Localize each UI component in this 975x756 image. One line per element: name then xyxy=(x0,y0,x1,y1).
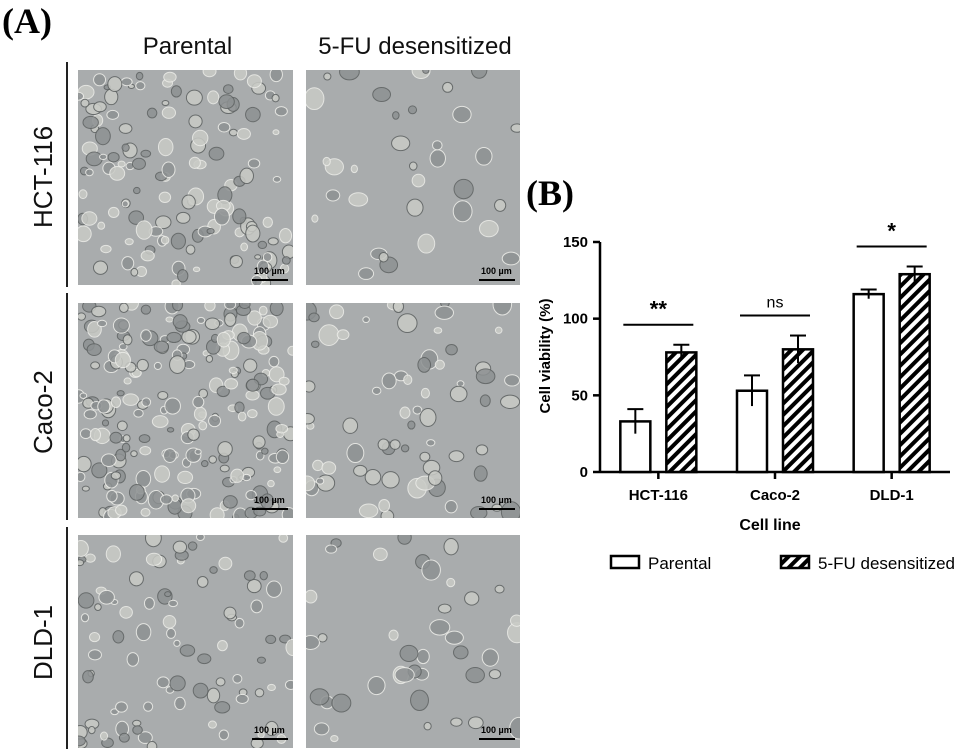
legend-swatch-5fu xyxy=(779,554,811,570)
x-tick-label: HCT-116 xyxy=(629,487,688,504)
row-divider-hct116 xyxy=(66,62,68,287)
micrograph-caco2-parental xyxy=(78,303,293,518)
scale-bar-label: 100 µm xyxy=(254,725,285,735)
x-tick-label: DLD-1 xyxy=(870,487,914,504)
bar xyxy=(665,351,698,474)
bar xyxy=(852,292,885,474)
row-label-dld1: DLD-1 xyxy=(28,604,58,680)
panel-a-label: (A) xyxy=(2,1,52,41)
y-axis-label: Cell viability (%) xyxy=(537,298,554,413)
scale-bar xyxy=(252,279,288,281)
legend-swatch-parental xyxy=(609,554,641,570)
scale-bar-label: 100 µm xyxy=(481,725,512,735)
row-divider-dld1 xyxy=(66,527,68,749)
row-divider-caco2 xyxy=(66,293,68,520)
scale-bar xyxy=(252,738,288,740)
scale-bar xyxy=(479,738,515,740)
column-header-parental: Parental xyxy=(142,33,233,60)
scale-bar-label: 100 µm xyxy=(254,266,285,276)
significance-label: ** xyxy=(650,297,668,322)
micrograph-dld1-parental xyxy=(78,535,293,748)
micrograph-caco2-5fu xyxy=(306,303,520,518)
bar xyxy=(781,348,815,474)
micrograph-hct116-5fu xyxy=(306,70,520,285)
x-axis-label: Cell line xyxy=(739,517,800,534)
scale-bar xyxy=(479,279,515,281)
row-label-caco2: Caco-2 xyxy=(28,370,58,454)
scale-bar xyxy=(252,508,288,510)
scale-bar-label: 100 µm xyxy=(481,495,512,505)
significance-label: * xyxy=(887,219,896,244)
micrograph-hct116-parental xyxy=(78,70,293,285)
scale-bar xyxy=(479,508,515,510)
bar-chart: 0 50 100 150 HCT-116 ** Caco-2 ns DLD-1 * Cell vi… xyxy=(537,219,955,573)
significance-label: ns xyxy=(767,295,784,312)
scale-bar-label: 100 µm xyxy=(254,495,285,505)
row-label-hct116: HCT-116 xyxy=(28,125,58,228)
panel-b-label: (B) xyxy=(526,173,574,213)
y-tick-label: 50 xyxy=(571,387,588,404)
y-tick-label: 150 xyxy=(563,234,588,251)
y-tick-label: 100 xyxy=(563,311,588,328)
column-header-5fu: 5-FU desensitized xyxy=(318,33,512,60)
x-tick-label: Caco-2 xyxy=(750,487,800,504)
y-tick-label: 0 xyxy=(580,464,588,481)
scale-bar-label: 100 µm xyxy=(481,266,512,276)
legend-label-5fu: 5-FU desensitized xyxy=(818,554,955,573)
micrograph-dld1-5fu xyxy=(306,535,520,748)
legend-label-parental: Parental xyxy=(648,554,711,573)
bar xyxy=(898,272,931,474)
